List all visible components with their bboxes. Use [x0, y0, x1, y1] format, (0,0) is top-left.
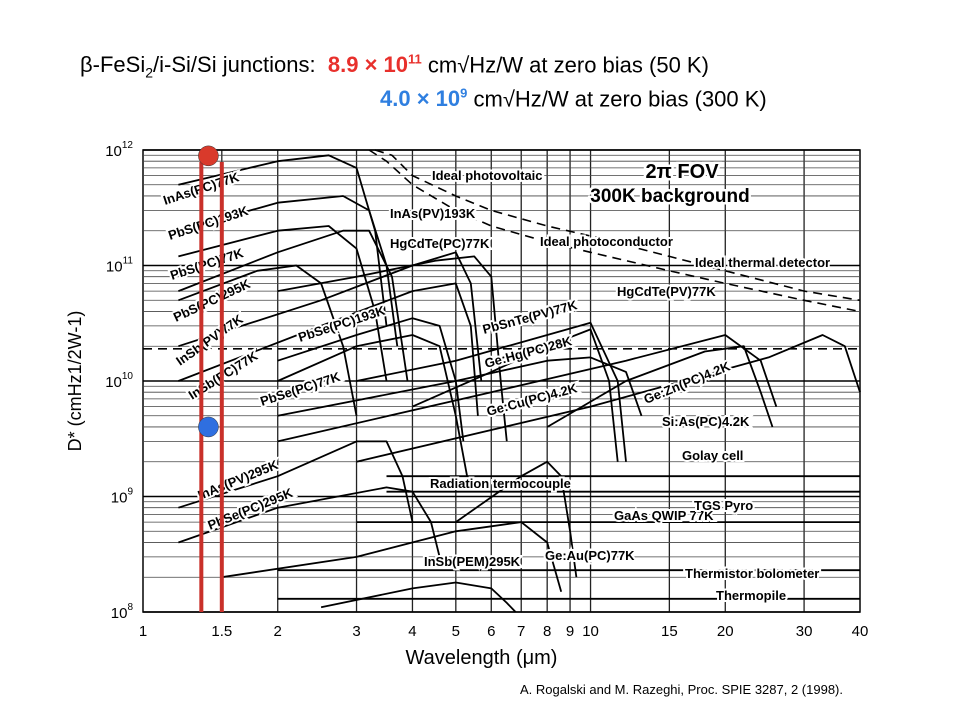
x-tick-label: 20	[717, 623, 734, 640]
slide-header: β-FeSi2/i-Si/Si junctions: 8.9 × 1011 cm…	[0, 0, 960, 130]
x-tick-label: 10	[582, 623, 599, 640]
annotation-box-line: 300K background	[590, 186, 749, 207]
series-line-gaas-qwip-77k	[455, 460, 578, 578]
series-label-gaas-qwip-77k: GaAs QWIP 77K	[614, 508, 714, 523]
series-line-insb-pc-77k	[178, 282, 479, 416]
detectivity-value-300k: 4.0 × 109	[380, 86, 467, 111]
material-label: β-FeSi2/i-Si/Si junctions:	[80, 52, 316, 80]
series-line-inas-pv-295k	[178, 440, 414, 523]
series-line-pbs-pc-77k	[178, 225, 388, 382]
series-label-ideal-photoconductor: Ideal photoconductor	[540, 234, 673, 249]
x-tick-label: 1	[139, 623, 147, 640]
value-mantissa-300k: 4.0 × 10	[380, 86, 461, 112]
y-tick-label: 1012	[105, 140, 133, 160]
y-tick-label: 108	[111, 602, 134, 622]
series-label-ge-au-pc-77k: Ge:Au(PC)77K	[545, 548, 635, 563]
material-name-b: /i-Si/Si junctions:	[153, 52, 316, 78]
series-label-hgcdte-pv-77k: HgCdTe(PV)77K	[617, 284, 716, 299]
series-line-pbse-pc-77k	[277, 334, 468, 477]
series-line-insb-pv-77k	[178, 251, 483, 382]
citation: A. Rogalski and M. Razeghi, Proc. SPIE 3…	[520, 682, 844, 697]
series-label-radiation-termocouple: Radiation termocouple	[430, 476, 571, 491]
x-tick-label: 3	[352, 623, 360, 640]
series-label-thermopile: Thermopile	[716, 588, 786, 603]
y-tick-label: 1011	[106, 256, 134, 276]
x-tick-label: 1.5	[211, 623, 232, 640]
series-label-thermistor-bolometer: Thermistor bolometer	[685, 566, 819, 581]
series-line-pbse-pc-295k	[178, 486, 441, 558]
unit-condition-300k: cm√Hz/W at zero bias (300 K)	[473, 86, 767, 112]
x-tick-label: 2	[274, 623, 282, 640]
series-line-ge-au-pc-77k	[221, 521, 563, 592]
x-tick-label: 8	[543, 623, 551, 640]
x-tick-label: 5	[452, 623, 460, 640]
value-mantissa-50k: 8.9 × 10	[327, 52, 409, 78]
annotation-box-line: 2π FOV	[645, 161, 719, 183]
highlight-point	[198, 416, 219, 438]
series-label-insb-pem-295k: InSb(PEM)295K	[424, 554, 521, 569]
series-label-ideal-thermal-detector: Ideal thermal detector	[695, 255, 830, 270]
x-tick-label: 30	[796, 623, 813, 640]
value-exponent-300k: 9	[460, 86, 468, 101]
series-line-pbs-pc-295k	[178, 264, 358, 416]
x-tick-label: 40	[852, 623, 869, 640]
series-line-pbse-pc-193k	[277, 317, 465, 442]
y-tick-label: 109	[111, 487, 134, 507]
series-line-ideal-photovoltaic	[374, 149, 861, 302]
series-line-si-as-pc-4-2k	[546, 345, 774, 428]
series-line-insb-pem-295k	[320, 581, 517, 613]
detectivity-value-50k: 8.9 × 1011	[322, 52, 422, 77]
y-tick-label: 1010	[105, 371, 133, 391]
y-axis-label: D* (cmHz1/2W-1)	[65, 311, 85, 452]
series-label-inas-pv-193k: InAs(PV)193K	[390, 206, 476, 221]
header-line-300k: 4.0 × 109 cm√Hz/W at zero bias (300 K)	[380, 86, 767, 112]
series-line-ge-cu-pc-4-2k	[277, 334, 778, 443]
value-exponent-50k: 11	[408, 52, 422, 67]
x-tick-label: 7	[517, 623, 525, 640]
highlight-point	[198, 145, 219, 167]
series-line-hgcdte-pc-77k	[277, 255, 508, 442]
material-subscript: 2	[145, 64, 154, 81]
series-line-ideal-photoconductor	[368, 149, 861, 313]
series-line-ge-zn-pc-4-2k	[356, 334, 861, 463]
unit-condition-50k: cm√Hz/W at zero bias (50 K)	[427, 52, 709, 78]
x-tick-label: 15	[661, 623, 678, 640]
series-label-ideal-photovoltaic: Ideal photovoltaic	[432, 168, 543, 183]
header-line-50k: β-FeSi2/i-Si/Si junctions: 8.9 × 1011 cm…	[80, 52, 709, 81]
series-label-golay-cell: Golay cell	[682, 448, 743, 463]
series-line-pbsnte-pv-77k	[412, 328, 619, 462]
x-tick-label: 6	[487, 623, 495, 640]
series-line-inas-pv-193k	[178, 229, 409, 382]
material-name-a: β-FeSi	[80, 52, 146, 78]
series-line-hgcdte-pv-77k	[356, 321, 627, 462]
series-label-si-as-pc-4-2k: Si:As(PC)4.2K	[662, 414, 750, 429]
series-line-pbs-pc-193k	[178, 195, 399, 347]
series-label-hgcdte-pc-77k: HgCdTe(PC)77K	[390, 236, 490, 251]
series-label-tgs-pyro: TGS Pyro	[694, 498, 753, 513]
x-tick-label: 4	[408, 623, 416, 640]
x-axis-label: Wavelength (μm)	[406, 647, 558, 669]
x-tick-label: 9	[566, 623, 574, 640]
